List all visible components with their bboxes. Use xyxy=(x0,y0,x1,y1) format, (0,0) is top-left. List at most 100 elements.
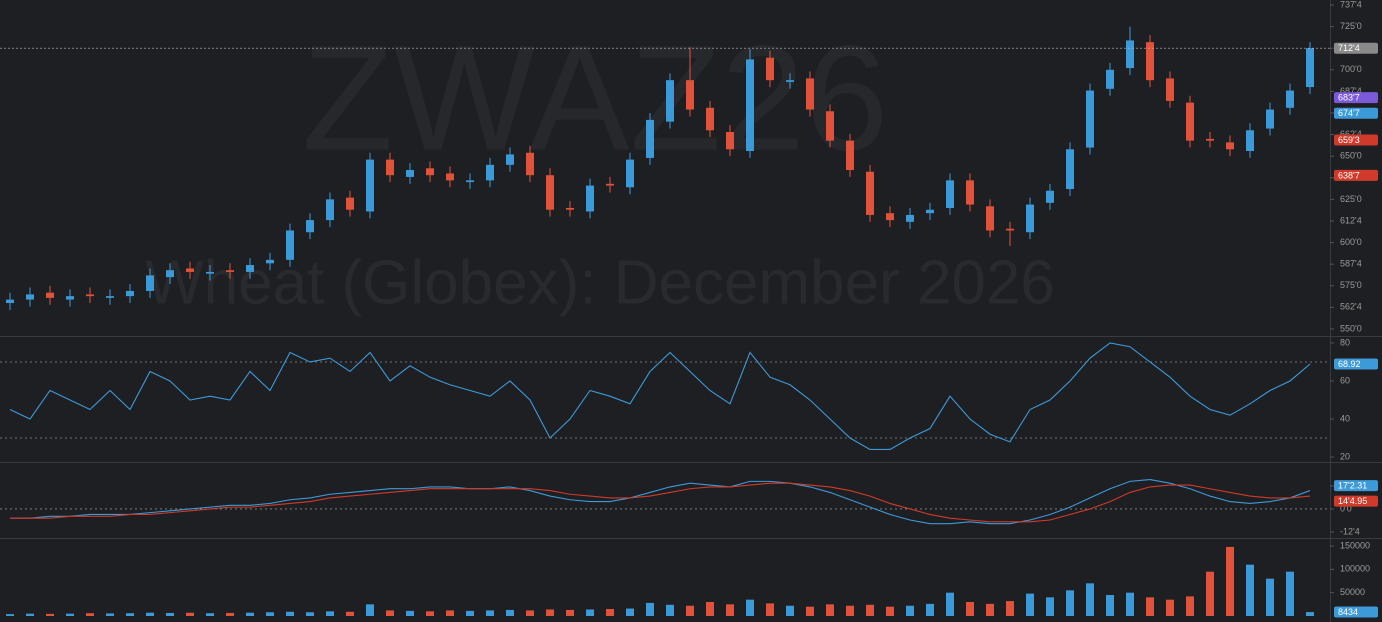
candle-body xyxy=(626,159,634,188)
candle-body xyxy=(1086,90,1094,148)
candle-body xyxy=(1026,204,1034,233)
candle-body xyxy=(106,296,114,298)
volume-bar xyxy=(1026,593,1034,616)
candle-body xyxy=(666,80,674,122)
volume-bar xyxy=(1266,578,1274,616)
volume-bar xyxy=(526,610,534,616)
volume-bar xyxy=(906,605,914,616)
volume-bar xyxy=(426,611,434,616)
y-tick-label: 662'4 xyxy=(1340,129,1362,139)
volume-bar xyxy=(26,613,34,616)
candle-body xyxy=(406,170,414,177)
candle-body xyxy=(26,294,34,300)
volume-bar xyxy=(186,612,194,616)
volume-bar xyxy=(1006,601,1014,616)
volume-bar xyxy=(746,599,754,616)
candle-body xyxy=(726,131,734,150)
candle-body xyxy=(446,173,454,181)
indicator-line xyxy=(10,478,1311,525)
volume-bar xyxy=(6,614,14,616)
price-badge xyxy=(1334,480,1378,492)
volume-bar xyxy=(106,613,114,616)
price-badge-label: 8434 xyxy=(1338,607,1358,617)
volume-bar xyxy=(1246,564,1254,616)
candle-body xyxy=(1226,142,1234,150)
candle-body xyxy=(906,214,914,222)
volume-bar xyxy=(86,613,94,616)
candle-body xyxy=(706,107,714,131)
price-badge xyxy=(1334,92,1378,104)
candle-body xyxy=(686,80,694,110)
y-tick-label: -12'4 xyxy=(1340,526,1360,536)
candle-body xyxy=(286,230,294,260)
volume-bar xyxy=(606,609,614,616)
y-tick-label: 80 xyxy=(1340,337,1350,347)
price-badge xyxy=(1334,358,1378,370)
volume-bar xyxy=(626,608,634,616)
price-badge-label: 712'4 xyxy=(1338,43,1360,53)
y-tick-label: 550'0 xyxy=(1340,323,1362,333)
candle-body xyxy=(46,292,54,298)
candle-body xyxy=(6,299,14,304)
candle-body xyxy=(826,111,834,141)
price-badge-label: 638'7 xyxy=(1338,170,1360,180)
candle-body xyxy=(1046,190,1054,203)
candle-body xyxy=(986,206,994,231)
volume-bar xyxy=(366,604,374,616)
candle-body xyxy=(146,275,154,291)
volume-bar xyxy=(1106,595,1114,616)
volume-bar xyxy=(566,609,574,616)
volume-bar xyxy=(1186,596,1194,616)
candle-body xyxy=(646,119,654,158)
volume-bar xyxy=(326,611,334,616)
volume-bar xyxy=(1146,597,1154,616)
indicator-line xyxy=(9,342,1311,450)
volume-bar xyxy=(226,612,234,616)
candle-body xyxy=(766,57,774,81)
volume-bar xyxy=(506,609,514,616)
price-badge-label: 14'4.95 xyxy=(1338,496,1367,506)
candle-body xyxy=(126,290,134,297)
volume-bar xyxy=(266,612,274,616)
y-tick-label: 587'4 xyxy=(1340,259,1362,269)
candle-body xyxy=(786,80,794,82)
candle-body xyxy=(246,265,254,272)
candle-body xyxy=(1266,109,1274,129)
y-tick-label: 100000 xyxy=(1340,564,1370,574)
volume-bar xyxy=(206,613,214,616)
candle-body xyxy=(1246,130,1254,152)
price-badge-label: 674'7 xyxy=(1338,108,1360,118)
candle-body xyxy=(866,171,874,215)
watermark-subtitle: Wheat (Globex): December 2026 xyxy=(145,248,1055,317)
candle-body xyxy=(846,140,854,171)
candle-body xyxy=(1206,138,1214,141)
volume-bar xyxy=(866,604,874,616)
price-badge xyxy=(1334,169,1378,181)
candle-body xyxy=(166,270,174,278)
volume-bar xyxy=(886,606,894,616)
volume-bar xyxy=(1066,590,1074,616)
volume-bar xyxy=(946,592,954,616)
candle-body xyxy=(946,180,954,209)
volume-bar xyxy=(406,610,414,616)
candle-body xyxy=(1166,78,1174,101)
volume-bar xyxy=(726,604,734,616)
volume-bar xyxy=(786,605,794,616)
candle-body xyxy=(746,59,754,152)
volume-bar xyxy=(1166,599,1174,616)
candle-body xyxy=(1066,149,1074,190)
volume-bar xyxy=(1046,597,1054,616)
volume-bar xyxy=(966,602,974,616)
volume-bar xyxy=(806,606,814,616)
y-tick-label: 650'0 xyxy=(1340,151,1362,161)
price-badge-label: 17'2.31 xyxy=(1338,480,1367,490)
y-tick-label: 600'0 xyxy=(1340,237,1362,247)
y-tick-label: 687'4 xyxy=(1340,86,1362,96)
candle-body xyxy=(1306,48,1314,88)
y-tick-label: 40 xyxy=(1340,413,1350,423)
candle-body xyxy=(386,159,394,176)
candle-body xyxy=(1146,42,1154,81)
volume-bar xyxy=(146,612,154,616)
volume-bar xyxy=(486,610,494,616)
candle-body xyxy=(926,209,934,214)
